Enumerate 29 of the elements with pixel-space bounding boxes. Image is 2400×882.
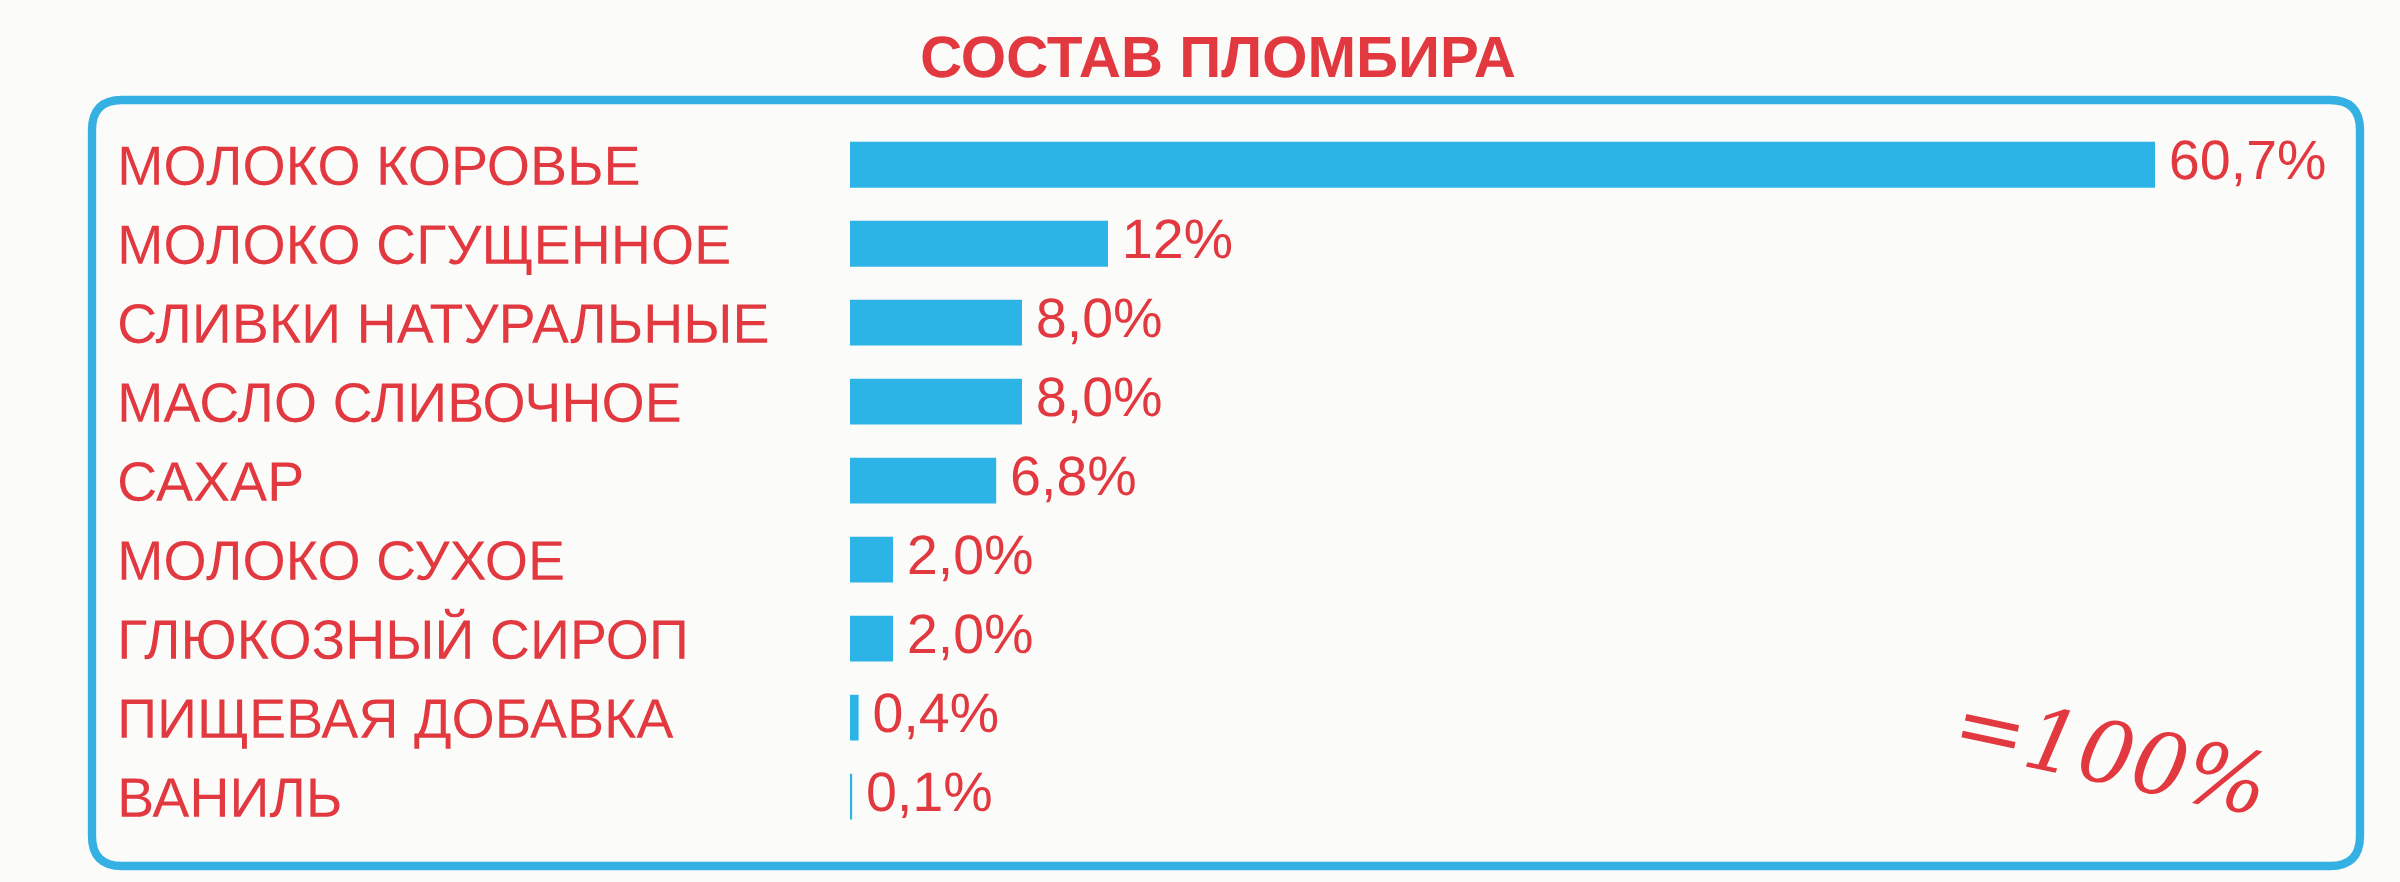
data-label: 6,8% bbox=[1012, 456, 1135, 503]
bar bbox=[850, 694, 859, 741]
y-tick-label: МОЛОКО СУХОЕ bbox=[121, 541, 563, 581]
y-tick-label: МОЛОКО СГУЩЕННОЕ bbox=[121, 225, 729, 275]
y-tick-label: САХАР bbox=[119, 462, 302, 502]
bar bbox=[850, 141, 2155, 188]
y-tick-label: МОЛОКО КОРОВЬЕ bbox=[121, 146, 639, 186]
data-label: 0,4% bbox=[874, 693, 998, 740]
bar bbox=[850, 378, 1022, 425]
data-label: 2,0% bbox=[909, 614, 1032, 661]
annotation: =100% bbox=[1958, 689, 2267, 817]
bar bbox=[850, 299, 1022, 346]
y-tick-label: СЛИВКИ НАТУРАЛЬНЫЕ bbox=[119, 304, 768, 344]
data-label: 12% bbox=[1126, 219, 1232, 259]
y-tick-label: МАСЛО СЛИВОЧНОЕ bbox=[121, 383, 680, 423]
bar bbox=[850, 615, 893, 662]
bar bbox=[850, 773, 853, 820]
y-tick-label: ПИЩЕВАЯ ДОБАВКА bbox=[121, 698, 674, 749]
bar bbox=[850, 536, 893, 583]
bar bbox=[850, 457, 997, 504]
data-label: 2,0% bbox=[909, 535, 1032, 582]
data-label: 8,0% bbox=[1038, 298, 1161, 345]
bar bbox=[850, 220, 1108, 267]
data-label: 0,1% bbox=[868, 772, 991, 819]
y-tick-label: ГЛЮКОЗНЫЙ СИРОП bbox=[121, 608, 685, 660]
data-label: 60,7% bbox=[2171, 140, 2325, 187]
chart-title: СОСТАВ ПЛОМБИРА bbox=[922, 36, 1515, 78]
y-tick-label: ВАНИЛЬ bbox=[121, 778, 340, 818]
data-label: 8,0% bbox=[1038, 377, 1161, 424]
